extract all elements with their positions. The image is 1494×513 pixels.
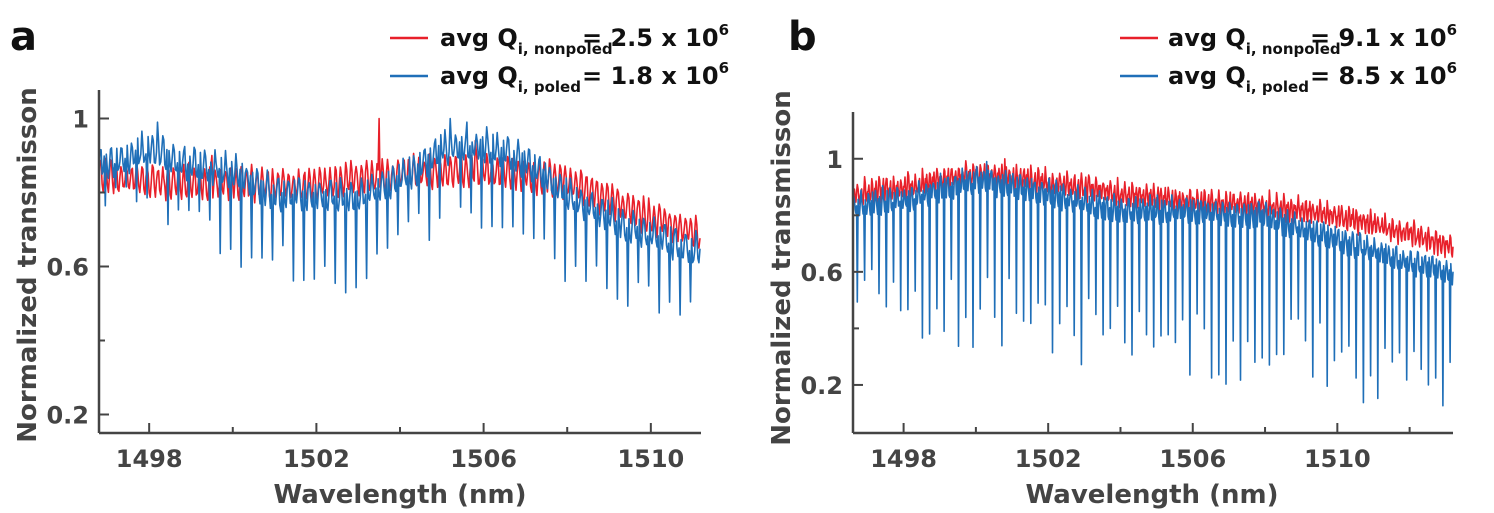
panel-a-xtick-label: 1502 — [283, 445, 350, 473]
legend-b-nonpoled-label: avg Qi, nonpoled — [1168, 24, 1341, 58]
panel-a-plot: 1498 1502 1506 1510 0.2 0.6 1 — [46, 90, 701, 473]
panel-b-xtick-label: 1498 — [870, 445, 937, 473]
legend-b-poled-sub: i, poled — [1246, 78, 1309, 96]
panel-a-xtick-label: 1510 — [617, 445, 684, 473]
legend-a-poled-prefix: avg Q — [440, 62, 518, 90]
panel-a-xtick-label: 1506 — [450, 445, 517, 473]
legend-a-nonpoled-value: = 2.5 x 106 — [582, 21, 729, 52]
legend-a-nonpoled-prefix: avg Q — [440, 24, 518, 52]
panel-b-series-nonpoled — [852, 158, 1454, 259]
panel-a-ytick-label: 0.6 — [46, 254, 89, 282]
legend-a-nonpoled-sub: i, nonpoled — [518, 40, 613, 58]
panel-a-ytick-label: 0.2 — [46, 402, 89, 430]
panel-a-ytick-label: 1 — [72, 106, 89, 134]
panel-b-xtick-label: 1510 — [1304, 445, 1371, 473]
legend-a-poled-label: avg Qi, poled — [440, 62, 581, 96]
legend-b-nonpoled-prefix: avg Q — [1168, 24, 1246, 52]
legend-b-nonpoled-value-text: = 9.1 x 10 — [1310, 24, 1447, 52]
panel-a-ylabel: Normalized transmisson — [13, 87, 43, 442]
panel-b: b avg Qi, nonpoled = 9.1 x 106 avg Qi, p… — [767, 14, 1457, 510]
panel-b-ylabel: Normalized transmisson — [767, 90, 797, 445]
panel-b-xtick-label: 1506 — [1159, 445, 1226, 473]
panel-b-legend: avg Qi, nonpoled = 9.1 x 106 avg Qi, pol… — [1120, 21, 1457, 96]
legend-b-poled-prefix: avg Q — [1168, 62, 1246, 90]
legend-a-nonpoled-sup: 6 — [719, 21, 729, 39]
legend-b-poled-value: = 8.5 x 106 — [1310, 59, 1457, 90]
legend-b-nonpoled-sup: 6 — [1447, 21, 1457, 39]
legend-a-nonpoled-label: avg Qi, nonpoled — [440, 24, 613, 58]
legend-b-poled-value-text: = 8.5 x 10 — [1310, 62, 1447, 90]
panel-b-ytick-label: 0.2 — [800, 372, 843, 400]
panel-b-ytick-label: 0.6 — [800, 259, 843, 287]
legend-b-nonpoled-sub: i, nonpoled — [1246, 40, 1341, 58]
legend-b-poled-sup: 6 — [1447, 59, 1457, 77]
panel-b-xlabel: Wavelength (nm) — [1026, 480, 1279, 510]
panel-b-letter: b — [788, 14, 817, 60]
panel-b-plot: 1498 1502 1506 1510 0.2 0.6 1 — [800, 112, 1454, 473]
legend-a-nonpoled-value-text: = 2.5 x 10 — [582, 24, 719, 52]
panel-a-series-poled — [98, 117, 701, 316]
panel-b-series-poled — [852, 160, 1454, 407]
panel-b-ytick-label: 1 — [826, 146, 843, 174]
legend-a-poled-sub: i, poled — [518, 78, 581, 96]
legend-b-poled-label: avg Qi, poled — [1168, 62, 1309, 96]
legend-a-poled-value-text: = 1.8 x 10 — [582, 62, 719, 90]
panel-a-xtick-label: 1498 — [116, 445, 183, 473]
panel-a: a avg Qi, nonpoled = 2.5 x 106 avg Qi, p… — [10, 14, 729, 510]
legend-b-nonpoled-value: = 9.1 x 106 — [1310, 21, 1457, 52]
legend-a-poled-value: = 1.8 x 106 — [582, 59, 729, 90]
panel-a-legend: avg Qi, nonpoled = 2.5 x 106 avg Qi, pol… — [390, 21, 729, 96]
panel-a-xlabel: Wavelength (nm) — [274, 480, 527, 510]
panel-a-letter: a — [10, 14, 37, 60]
panel-b-xtick-label: 1502 — [1015, 445, 1082, 473]
legend-a-poled-sup: 6 — [719, 59, 729, 77]
